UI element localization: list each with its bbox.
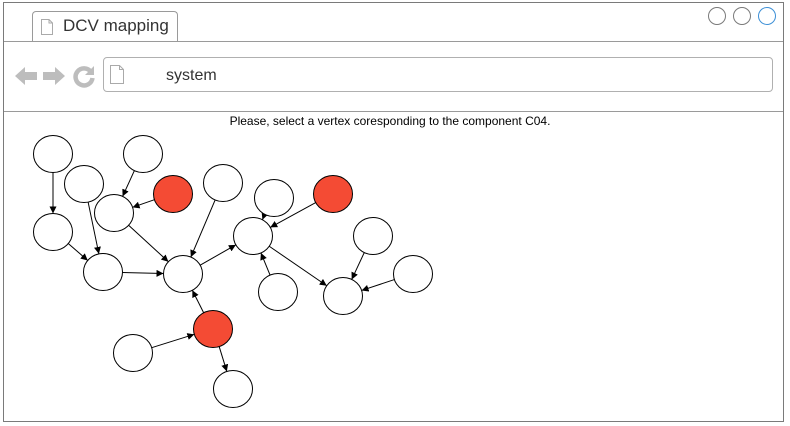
reload-icon[interactable]: [72, 64, 96, 88]
address-bar[interactable]: system: [103, 57, 773, 92]
edge-layer: [49, 170, 395, 372]
arrow-left-icon[interactable]: [14, 64, 38, 88]
graph-vertex[interactable]: [254, 179, 294, 217]
graph-vertex[interactable]: [113, 334, 153, 372]
instruction-text: Please, select a vertex coresponding to …: [229, 114, 551, 128]
graph-vertex[interactable]: [233, 217, 273, 255]
page-icon: [110, 65, 124, 84]
graph-vertex[interactable]: [123, 135, 163, 173]
graph-vertex-highlighted[interactable]: [193, 310, 233, 348]
graph-vertex[interactable]: [353, 217, 393, 255]
graph-edge: [132, 199, 155, 209]
graph-vertex[interactable]: [64, 165, 104, 203]
vertex-layer: [33, 135, 433, 408]
graph-vertex[interactable]: [33, 135, 73, 173]
minimize-button[interactable]: [708, 7, 726, 25]
graph-edge: [122, 269, 164, 277]
graph-edge: [122, 170, 135, 197]
graph-edge: [128, 224, 169, 263]
tab-divider: [4, 41, 783, 42]
graph-edge: [268, 245, 328, 287]
arrow-right-icon[interactable]: [42, 64, 66, 88]
graph-edge: [218, 346, 229, 372]
graph-edge: [351, 252, 365, 280]
browser-tab[interactable]: DCV mapping: [32, 11, 178, 41]
graph-edge: [361, 279, 395, 292]
address-text: system: [166, 67, 217, 84]
graph-vertex[interactable]: [393, 255, 433, 293]
graph-edge: [151, 333, 195, 349]
graph-edge: [261, 212, 269, 220]
graph-vertex[interactable]: [83, 253, 123, 291]
graph-vertex[interactable]: [163, 255, 203, 293]
graph-edge: [87, 201, 101, 255]
close-button[interactable]: [758, 7, 776, 25]
graph-edge: [270, 202, 316, 228]
graph-edge: [67, 243, 89, 261]
graph-edge: [190, 199, 216, 258]
maximize-button[interactable]: [733, 7, 751, 25]
graph-vertex[interactable]: [258, 273, 298, 311]
graph-vertex-highlighted[interactable]: [313, 175, 353, 213]
toolbar-divider: [4, 111, 783, 112]
navigation-buttons: [14, 64, 98, 88]
graph-vertex[interactable]: [213, 370, 253, 408]
graph-vertex[interactable]: [33, 213, 73, 251]
graph-edge: [191, 290, 205, 313]
tab-title: DCV mapping: [63, 16, 169, 35]
page-icon: [41, 19, 53, 35]
graph-vertex[interactable]: [94, 194, 134, 232]
graph-edge: [199, 244, 237, 266]
graph-vertex-highlighted[interactable]: [153, 175, 193, 213]
graph-edge: [260, 252, 271, 276]
graph-vertex[interactable]: [323, 277, 363, 315]
graph-vertex[interactable]: [203, 164, 243, 202]
